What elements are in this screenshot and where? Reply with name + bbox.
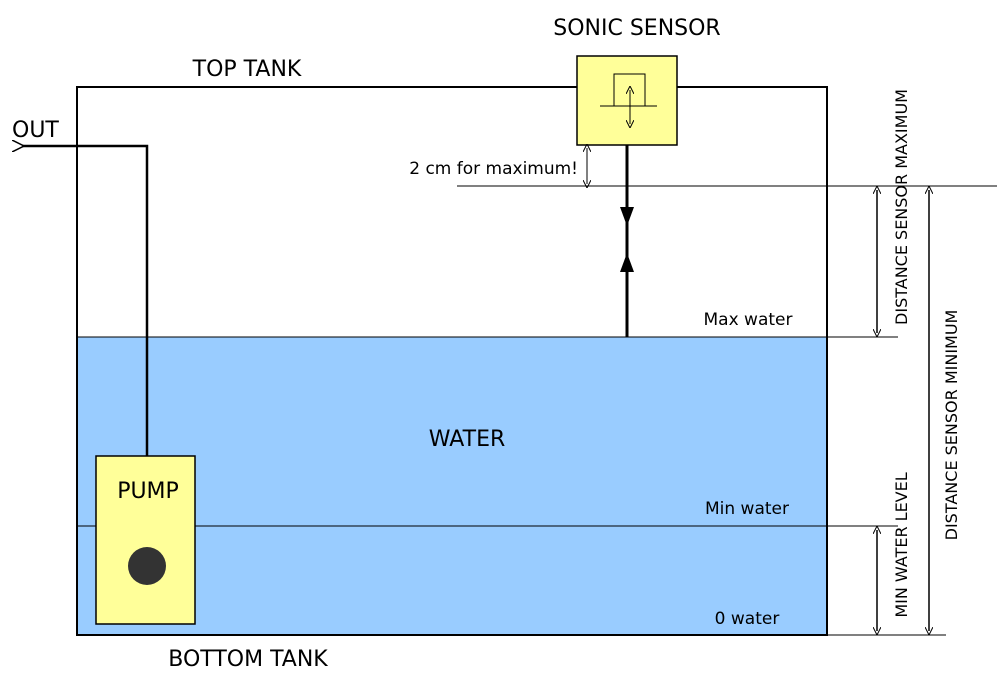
distance-sensor-maximum-label: DISTANCE SENSOR MAXIMUM (892, 89, 911, 325)
pump-body (95, 455, 196, 625)
sonic-sensor-box (576, 55, 678, 146)
beam-arrow-down (620, 207, 634, 226)
sonic-sensor-label: SONIC SENSOR (553, 16, 720, 41)
min-water-level-label: MIN WATER LEVEL (892, 472, 911, 617)
two-cm-note: 2 cm for maximum! (409, 159, 578, 179)
tank-outline (76, 86, 828, 636)
top-tank-label: TOP TANK (192, 57, 302, 82)
water-body (77, 337, 827, 635)
max-water-label: Max water (704, 310, 793, 330)
min-water-label: Min water (705, 499, 789, 519)
distance-sensor-minimum-label: DISTANCE SENSOR MINIMUM (942, 310, 961, 541)
outlet-pipe (22, 146, 149, 456)
pump-label: PUMP (117, 479, 179, 504)
out-label: OUT (12, 118, 59, 143)
bottom-tank-label: BOTTOM TANK (168, 647, 328, 672)
water-label: WATER (429, 427, 506, 452)
zero-water-label: 0 water (715, 609, 780, 629)
transducer-icon (600, 73, 657, 124)
pump-motor-icon (128, 547, 166, 585)
beam-arrow-up (620, 253, 634, 272)
